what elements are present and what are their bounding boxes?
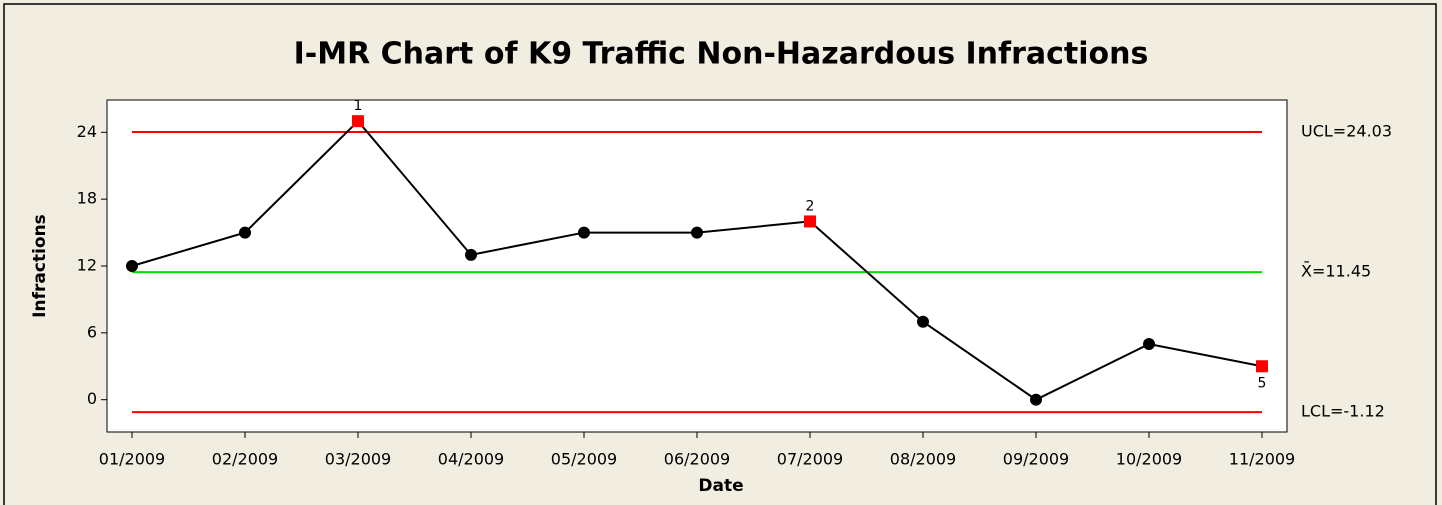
y-axis-title: Infractions bbox=[30, 214, 50, 318]
x-tick-label: 04/2009 bbox=[438, 450, 504, 469]
point bbox=[691, 226, 703, 239]
x-tick-label: 02/2009 bbox=[212, 450, 278, 469]
point-label: 1 bbox=[354, 98, 363, 114]
point bbox=[1030, 393, 1042, 406]
y-tick-label: 18 bbox=[77, 189, 97, 208]
point bbox=[917, 315, 929, 328]
point-label: 5 bbox=[1258, 375, 1267, 391]
y-tick-label: 24 bbox=[77, 122, 97, 141]
control-line-label: X̄=11.45 bbox=[1301, 262, 1371, 281]
y-tick-label: 6 bbox=[87, 322, 97, 341]
point bbox=[1143, 337, 1155, 350]
x-axis-title: Date bbox=[698, 476, 743, 496]
point bbox=[465, 248, 477, 261]
x-tick-label: 09/2009 bbox=[1003, 450, 1069, 469]
flagged-point bbox=[804, 215, 816, 228]
y-tick-label: 0 bbox=[87, 389, 97, 408]
x-tick-label: 07/2009 bbox=[777, 450, 843, 469]
x-tick-label: 01/2009 bbox=[99, 450, 165, 469]
plot-area bbox=[106, 99, 1288, 433]
point bbox=[126, 260, 138, 272]
x-tick-label: 06/2009 bbox=[664, 450, 730, 469]
y-tick-label: 12 bbox=[77, 256, 97, 275]
x-tick-label: 08/2009 bbox=[890, 450, 956, 469]
control-line-label: UCL=24.03 bbox=[1301, 121, 1392, 140]
x-tick-label: 10/2009 bbox=[1116, 450, 1182, 469]
x-tick-label: 03/2009 bbox=[325, 450, 391, 469]
flagged-point bbox=[352, 115, 364, 128]
point bbox=[578, 226, 590, 239]
control-line-label: LCL=-1.12 bbox=[1301, 402, 1385, 421]
flagged-point bbox=[1256, 360, 1268, 373]
point-label: 2 bbox=[806, 198, 815, 214]
x-tick-label: 05/2009 bbox=[551, 450, 617, 469]
chart-title: I-MR Chart of K9 Traffic Non-Hazardous I… bbox=[294, 37, 1149, 72]
x-tick-label: 11/2009 bbox=[1229, 450, 1295, 469]
point bbox=[239, 226, 251, 239]
